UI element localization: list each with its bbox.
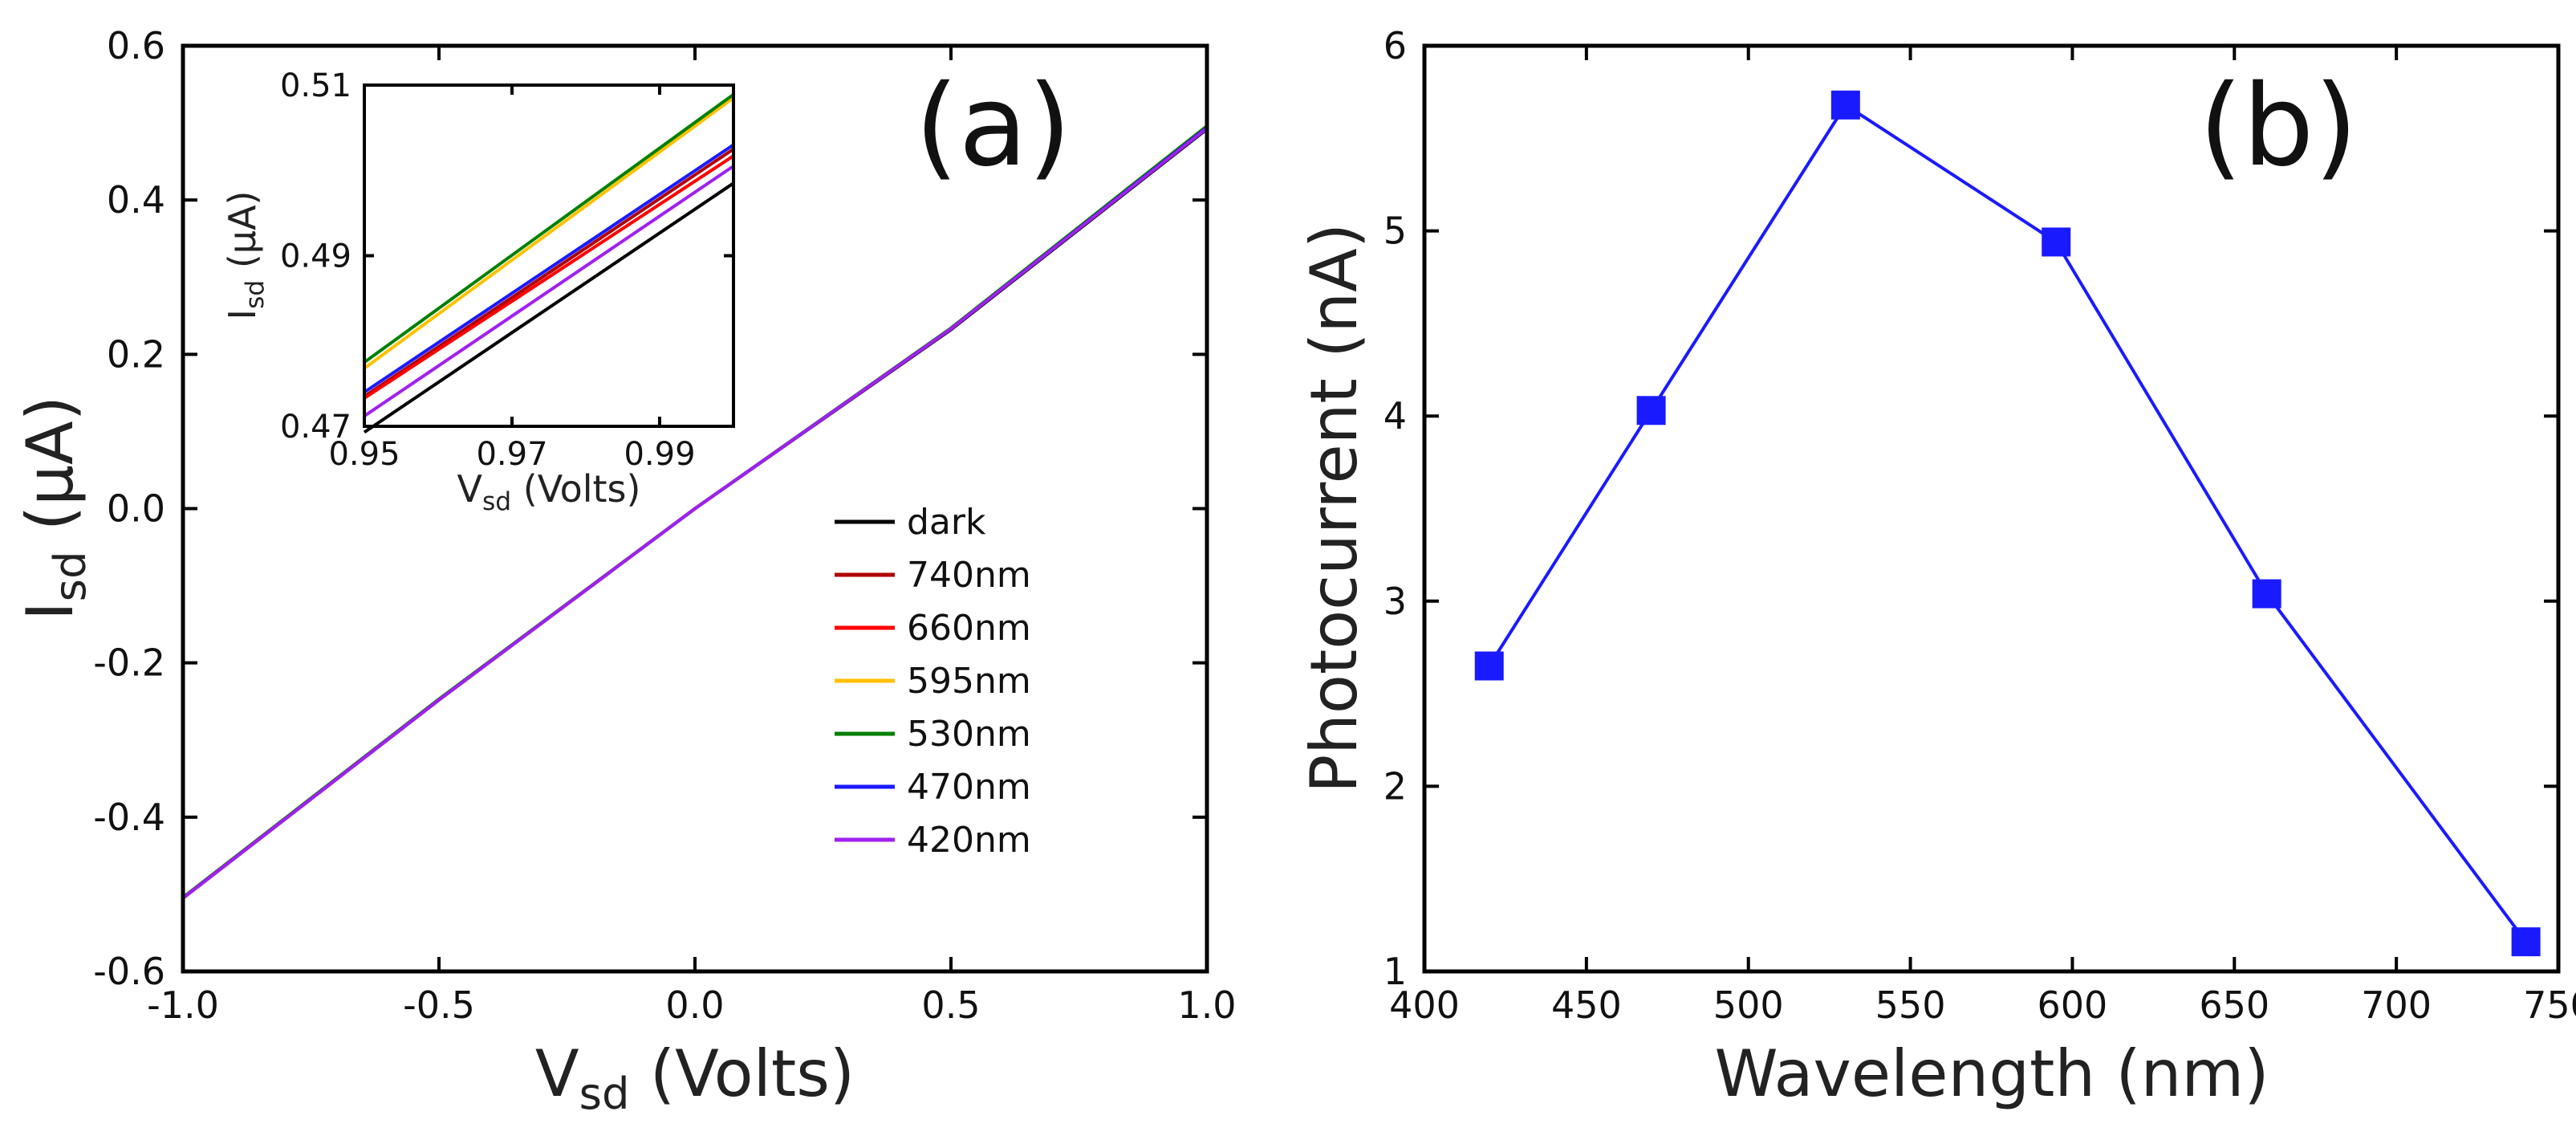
x-tick-label: 0.0 bbox=[665, 983, 724, 1027]
photocurrent-point-740nm bbox=[2511, 927, 2541, 957]
legend-label-595nm: 595nm bbox=[907, 661, 1031, 702]
y-tick-label: 3 bbox=[1383, 580, 1407, 623]
y-tick-label: 0.47 bbox=[280, 409, 351, 446]
x-tick-label: -0.5 bbox=[403, 983, 475, 1027]
inset-curve-530nm bbox=[363, 93, 735, 364]
legend-label-530nm: 530nm bbox=[907, 714, 1031, 755]
inset-axis-ticks: 0.95 0.97 0.99 0.47 0.49 0.51 bbox=[280, 67, 733, 473]
y-tick-label: 0.4 bbox=[107, 178, 165, 222]
x-tick-label: 750 bbox=[2523, 983, 2576, 1027]
x-tick-label: 450 bbox=[1551, 983, 1622, 1027]
x-tick-label: 0.97 bbox=[476, 436, 547, 473]
panel-a-iv-curves: -1.0 -0.5 0.0 0.5 1.0 -0.6 -0.4 -0.2 0.0 0.2 0.4 0.… bbox=[13, 24, 1237, 1119]
panel-b-y-axis-label: Photocurrent (nA) bbox=[1297, 223, 1371, 793]
inset-curve-595nm bbox=[363, 96, 735, 370]
panel-b-x-axis-label: Wavelength (nm) bbox=[1714, 1036, 2269, 1111]
legend-label-dark: dark bbox=[907, 502, 986, 543]
photocurrent-point-595nm bbox=[2042, 227, 2071, 257]
panel-b-plot-frame bbox=[1422, 43, 2561, 974]
iv-curve-420nm bbox=[181, 127, 1209, 900]
y-tick-label: 2 bbox=[1383, 764, 1407, 808]
photocurrent-line bbox=[1488, 103, 2528, 943]
panel-a-label: (a) bbox=[915, 61, 1071, 192]
panel-b-photocurrent: 400 450 500 550 600 650 700 750 1 2 3 4 5 6 (b) Wavel… bbox=[1297, 24, 2576, 1111]
x-tick-label: 0.5 bbox=[921, 983, 980, 1027]
legend-label-420nm: 420nm bbox=[907, 820, 1031, 861]
inset-curve-660nm bbox=[363, 154, 735, 400]
y-tick-label: 4 bbox=[1383, 394, 1407, 438]
y-tick-label: 1 bbox=[1383, 950, 1407, 993]
y-tick-label: -0.6 bbox=[93, 950, 165, 993]
x-tick-label: 600 bbox=[2038, 983, 2108, 1027]
y-tick-label: 0.49 bbox=[280, 238, 351, 275]
panel-b-label: (b) bbox=[2199, 61, 2358, 192]
photocurrent-point-660nm bbox=[2252, 579, 2281, 609]
x-tick-label: 400 bbox=[1389, 983, 1460, 1027]
y-tick-label: -0.4 bbox=[93, 796, 165, 839]
inset-series-group bbox=[363, 93, 735, 434]
y-tick-label: 0.6 bbox=[107, 24, 165, 67]
photocurrent-point-530nm bbox=[1830, 90, 1860, 120]
inset-curve-dark bbox=[363, 181, 735, 434]
legend: dark 740nm 660nm 595nm 530nm 470nm 420nm bbox=[835, 502, 1031, 861]
x-tick-label: 1.0 bbox=[1177, 983, 1236, 1027]
panel-b-axis-ticks: 400 450 500 550 600 650 700 750 1 2 3 4 5 6 bbox=[1383, 24, 2576, 1027]
photocurrent-series-group bbox=[1474, 90, 2541, 957]
x-tick-label: 700 bbox=[2361, 983, 2432, 1027]
photocurrent-point-470nm bbox=[1636, 396, 1666, 425]
y-tick-label: 0.0 bbox=[107, 487, 165, 531]
x-tick-label: 0.95 bbox=[328, 436, 400, 473]
panel-a-x-axis-label: Vsd (Volts) bbox=[535, 1036, 855, 1119]
y-tick-label: 5 bbox=[1383, 210, 1407, 253]
x-tick-label: 0.99 bbox=[624, 436, 695, 473]
x-tick-label: -1.0 bbox=[147, 983, 219, 1027]
iv-series-group bbox=[181, 124, 1209, 900]
panel-a-y-axis-label: Isd (μA) bbox=[13, 396, 95, 621]
legend-label-660nm: 660nm bbox=[907, 608, 1031, 649]
inset-y-axis-label: Isd (μA) bbox=[221, 191, 270, 320]
panel-a-axis-ticks: -1.0 -0.5 0.0 0.5 1.0 -0.6 -0.4 -0.2 0.0 0.2 0.4 0.… bbox=[93, 24, 1236, 1027]
photocurrent-point-420nm bbox=[1474, 651, 1504, 681]
inset-curve-470nm bbox=[363, 143, 735, 394]
y-tick-label: 6 bbox=[1383, 24, 1407, 67]
legend-label-470nm: 470nm bbox=[907, 767, 1031, 808]
legend-label-740nm: 740nm bbox=[907, 555, 1031, 596]
inset-curve-740nm bbox=[363, 148, 735, 398]
x-tick-label: 500 bbox=[1713, 983, 1784, 1027]
y-tick-label: 0.2 bbox=[107, 332, 165, 376]
inset-zoom-plot: 0.95 0.97 0.99 0.47 0.49 0.51 Vsd (Volts) Isd… bbox=[221, 67, 735, 516]
y-tick-label: 0.51 bbox=[280, 67, 351, 104]
inset-x-axis-label: Vsd (Volts) bbox=[457, 467, 641, 516]
x-tick-label: 650 bbox=[2199, 983, 2269, 1027]
inset-curve-420nm bbox=[363, 165, 735, 417]
y-tick-label: -0.2 bbox=[93, 641, 165, 685]
x-tick-label: 550 bbox=[1875, 983, 1946, 1027]
